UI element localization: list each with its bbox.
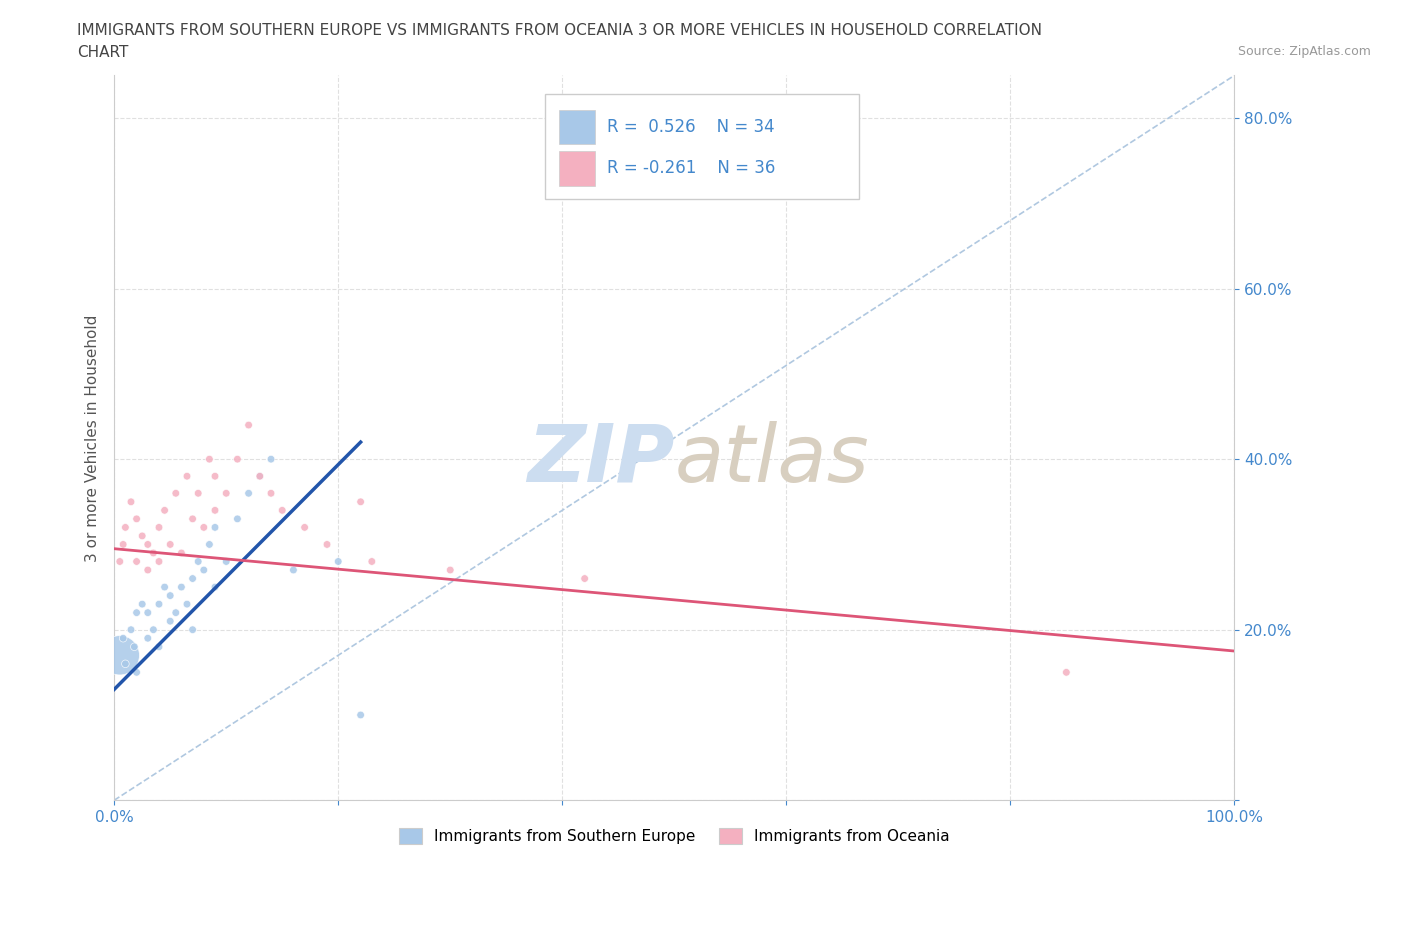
Point bbox=[328, 554, 350, 569]
Text: IMMIGRANTS FROM SOUTHERN EUROPE VS IMMIGRANTS FROM OCEANIA 3 OR MORE VEHICLES IN: IMMIGRANTS FROM SOUTHERN EUROPE VS IMMIG… bbox=[77, 23, 1042, 38]
Point bbox=[238, 418, 260, 432]
Point bbox=[439, 563, 461, 578]
Point bbox=[125, 512, 148, 526]
Point bbox=[153, 579, 176, 594]
Text: ZIP: ZIP bbox=[527, 420, 675, 498]
Point bbox=[148, 520, 170, 535]
FancyBboxPatch shape bbox=[546, 94, 859, 199]
Point bbox=[316, 537, 339, 551]
Point bbox=[360, 554, 382, 569]
Legend: Immigrants from Southern Europe, Immigrants from Oceania: Immigrants from Southern Europe, Immigra… bbox=[394, 822, 956, 851]
Point bbox=[187, 554, 209, 569]
Point bbox=[204, 520, 226, 535]
Point bbox=[108, 648, 131, 663]
Point bbox=[114, 657, 136, 671]
Point bbox=[181, 622, 204, 637]
Point bbox=[125, 605, 148, 620]
Point bbox=[148, 554, 170, 569]
Point bbox=[226, 452, 249, 467]
Text: R = -0.261    N = 36: R = -0.261 N = 36 bbox=[607, 159, 776, 178]
Text: atlas: atlas bbox=[675, 420, 869, 498]
Point bbox=[215, 554, 238, 569]
Point bbox=[226, 512, 249, 526]
Point bbox=[193, 520, 215, 535]
Point bbox=[124, 639, 146, 654]
Point bbox=[131, 528, 153, 543]
Point bbox=[136, 631, 159, 645]
Point bbox=[198, 537, 221, 551]
Text: Source: ZipAtlas.com: Source: ZipAtlas.com bbox=[1237, 45, 1371, 58]
Text: CHART: CHART bbox=[77, 45, 129, 60]
FancyBboxPatch shape bbox=[560, 110, 595, 144]
Point bbox=[238, 485, 260, 500]
Point bbox=[260, 485, 283, 500]
Point bbox=[159, 537, 181, 551]
Point bbox=[131, 597, 153, 612]
Point bbox=[136, 537, 159, 551]
Point bbox=[108, 554, 131, 569]
Point bbox=[294, 520, 316, 535]
Point bbox=[159, 614, 181, 629]
Point bbox=[136, 605, 159, 620]
Point bbox=[249, 469, 271, 484]
Point bbox=[125, 665, 148, 680]
Point bbox=[112, 537, 135, 551]
Point bbox=[204, 579, 226, 594]
Point bbox=[1054, 665, 1077, 680]
Point bbox=[170, 546, 193, 561]
Point bbox=[136, 563, 159, 578]
Point bbox=[159, 588, 181, 603]
Point bbox=[271, 503, 294, 518]
Point bbox=[215, 485, 238, 500]
Point bbox=[176, 597, 198, 612]
Point bbox=[574, 571, 596, 586]
Point bbox=[148, 597, 170, 612]
Point bbox=[120, 495, 142, 510]
Point bbox=[114, 520, 136, 535]
Point bbox=[181, 512, 204, 526]
Text: R =  0.526    N = 34: R = 0.526 N = 34 bbox=[607, 118, 775, 136]
Point bbox=[176, 469, 198, 484]
Point bbox=[249, 469, 271, 484]
Point bbox=[112, 631, 135, 645]
Y-axis label: 3 or more Vehicles in Household: 3 or more Vehicles in Household bbox=[86, 314, 100, 562]
Point bbox=[349, 708, 371, 723]
Point bbox=[170, 579, 193, 594]
Point bbox=[204, 503, 226, 518]
Point bbox=[204, 469, 226, 484]
Point bbox=[148, 639, 170, 654]
Point bbox=[181, 571, 204, 586]
Point bbox=[349, 495, 371, 510]
Point bbox=[165, 485, 187, 500]
Point bbox=[193, 563, 215, 578]
Point bbox=[125, 554, 148, 569]
Point bbox=[283, 563, 305, 578]
Point bbox=[142, 622, 165, 637]
Point bbox=[142, 546, 165, 561]
Point bbox=[260, 452, 283, 467]
Point bbox=[153, 503, 176, 518]
FancyBboxPatch shape bbox=[560, 151, 595, 186]
Point bbox=[165, 605, 187, 620]
Point bbox=[120, 622, 142, 637]
Point bbox=[198, 452, 221, 467]
Point bbox=[187, 485, 209, 500]
